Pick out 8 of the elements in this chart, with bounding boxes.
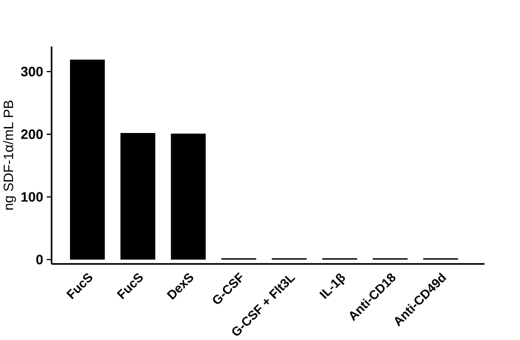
bar [70, 59, 105, 260]
y-axis-title: ng SDF-1α/mL PB [3, 100, 16, 210]
bar [120, 132, 156, 260]
y-tick-label: 300 [20, 66, 43, 76]
bar [170, 133, 206, 260]
y-tick-label: 100 [21, 192, 43, 202]
y-tick-label: 0 [36, 254, 43, 264]
y-tick-label: 200 [21, 129, 43, 139]
